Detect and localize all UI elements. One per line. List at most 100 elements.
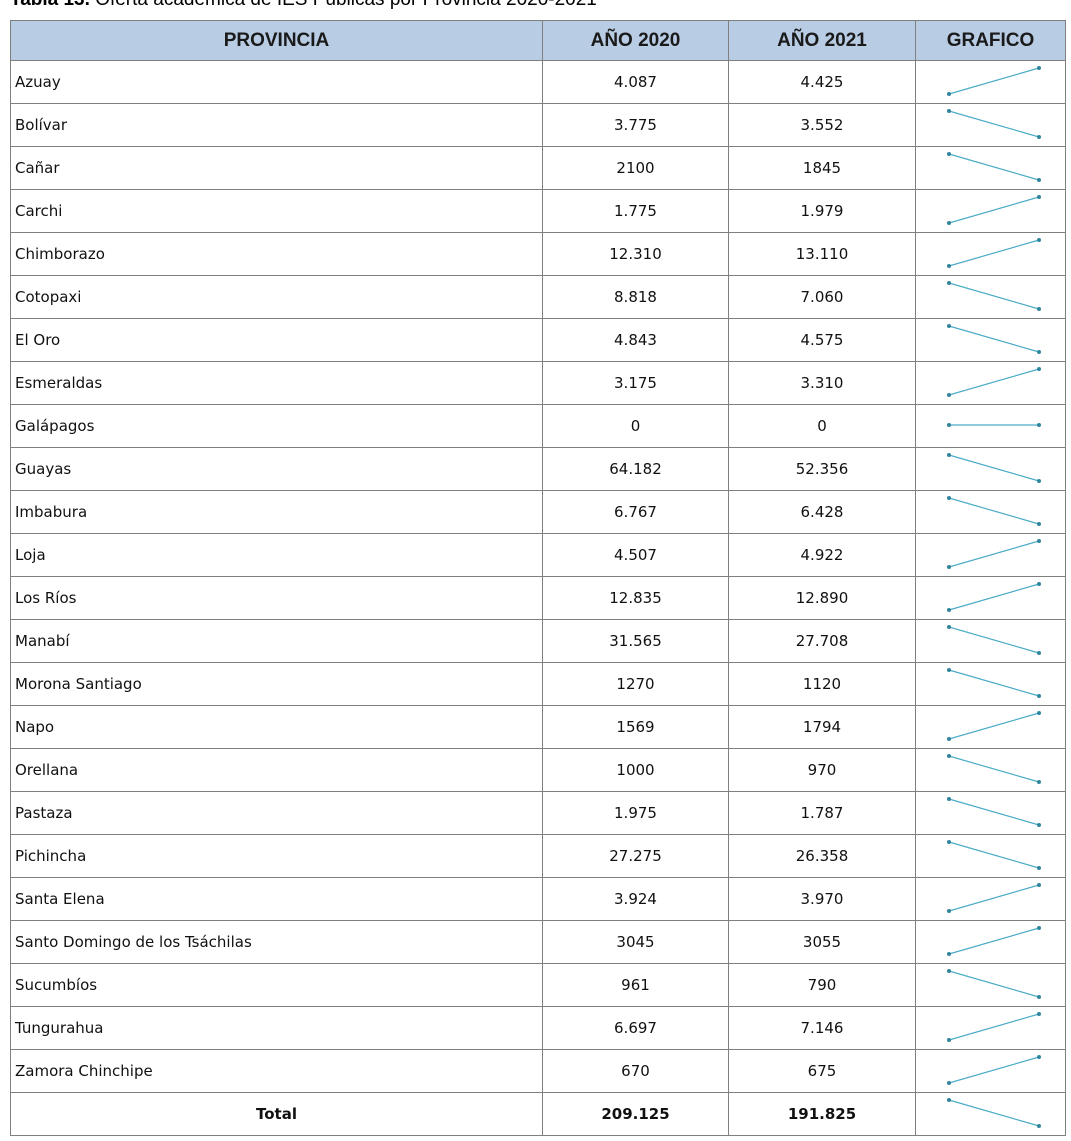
sparkline-line bbox=[948, 110, 1040, 138]
sparkline-line bbox=[948, 282, 1040, 310]
value-cell: 0 bbox=[542, 404, 729, 448]
value-cell: 8.818 bbox=[542, 275, 729, 319]
sparkline-point bbox=[1037, 195, 1041, 199]
sparkline bbox=[947, 840, 1041, 870]
sparkline-line bbox=[948, 67, 1040, 95]
table-row: Sucumbíos 961 790 bbox=[10, 963, 1066, 1007]
sparkline bbox=[947, 423, 1041, 427]
value-cell: 4.843 bbox=[542, 318, 729, 362]
value-cell: 52.356 bbox=[728, 447, 916, 491]
sparkline bbox=[947, 1012, 1041, 1042]
province-cell: Imbabura bbox=[10, 490, 543, 534]
province-cell: Loja bbox=[10, 533, 543, 577]
chart-cell bbox=[915, 103, 1066, 147]
sparkline-line bbox=[948, 454, 1040, 482]
chart-cell bbox=[915, 963, 1066, 1007]
caption-label: Tabla 13. bbox=[10, 0, 90, 10]
province-cell: Zamora Chinchipe bbox=[10, 1049, 543, 1093]
sparkline-line bbox=[948, 540, 1040, 568]
value-cell: 3.775 bbox=[542, 103, 729, 147]
sparkline bbox=[947, 195, 1041, 225]
sparkline-point bbox=[947, 324, 951, 328]
chart-cell bbox=[915, 791, 1066, 835]
value-cell: 12.890 bbox=[728, 576, 916, 620]
value-cell: 1.975 bbox=[542, 791, 729, 835]
sparkline-point bbox=[947, 754, 951, 758]
sparkline bbox=[947, 668, 1041, 698]
value-cell: 1569 bbox=[542, 705, 729, 749]
sparkline bbox=[947, 367, 1041, 397]
province-cell: El Oro bbox=[10, 318, 543, 362]
sparkline-line bbox=[948, 1099, 1040, 1127]
sparkline-point bbox=[1037, 1012, 1041, 1016]
province-cell: Manabí bbox=[10, 619, 543, 663]
province-cell: Pichincha bbox=[10, 834, 543, 878]
sparkline bbox=[947, 453, 1041, 483]
sparkline-line bbox=[948, 368, 1040, 396]
value-cell: 27.708 bbox=[728, 619, 916, 663]
sparkline bbox=[947, 797, 1041, 827]
table-row: Galápagos 0 0 bbox=[10, 404, 1066, 448]
table-row: Esmeraldas 3.175 3.310 bbox=[10, 361, 1066, 405]
sparkline-point bbox=[947, 393, 951, 397]
chart-cell bbox=[915, 189, 1066, 233]
sparkline-point bbox=[947, 1038, 951, 1042]
value-cell: 3.970 bbox=[728, 877, 916, 921]
sparkline bbox=[947, 238, 1041, 268]
sparkline bbox=[947, 1098, 1041, 1128]
sparkline-point bbox=[947, 952, 951, 956]
sparkline-line bbox=[948, 755, 1040, 783]
sparkline-line bbox=[948, 669, 1040, 697]
province-cell: Total bbox=[10, 1092, 543, 1136]
province-cell: Pastaza bbox=[10, 791, 543, 835]
value-cell: 6.428 bbox=[728, 490, 916, 534]
province-cell: Chimborazo bbox=[10, 232, 543, 276]
sparkline-line bbox=[948, 325, 1040, 353]
value-cell: 3.924 bbox=[542, 877, 729, 921]
sparkline-line bbox=[948, 841, 1040, 869]
value-cell: 191.825 bbox=[728, 1092, 916, 1136]
chart-cell bbox=[915, 834, 1066, 878]
sparkline-point bbox=[1037, 178, 1041, 182]
sparkline-point bbox=[1037, 522, 1041, 526]
chart-cell bbox=[915, 662, 1066, 706]
province-cell: Cotopaxi bbox=[10, 275, 543, 319]
sparkline-point bbox=[947, 1098, 951, 1102]
value-cell: 27.275 bbox=[542, 834, 729, 878]
sparkline-line bbox=[948, 497, 1040, 525]
value-cell: 4.507 bbox=[542, 533, 729, 577]
value-cell: 0 bbox=[728, 404, 916, 448]
sparkline-point bbox=[1037, 995, 1041, 999]
sparkline-point bbox=[1037, 423, 1041, 427]
table-row: Los Ríos 12.835 12.890 bbox=[10, 576, 1066, 620]
sparkline-line bbox=[948, 153, 1040, 181]
sparkline-point bbox=[1037, 238, 1041, 242]
chart-cell bbox=[915, 920, 1066, 964]
chart-cell bbox=[915, 404, 1066, 448]
sparkline bbox=[947, 969, 1041, 999]
table-row: Santo Domingo de los Tsáchilas 3045 3055 bbox=[10, 920, 1066, 964]
sparkline-point bbox=[947, 969, 951, 973]
sparkline bbox=[947, 582, 1041, 612]
value-cell: 4.425 bbox=[728, 60, 916, 104]
value-cell: 1.787 bbox=[728, 791, 916, 835]
sparkline-point bbox=[1037, 711, 1041, 715]
chart-cell bbox=[915, 576, 1066, 620]
sparkline-point bbox=[1037, 479, 1041, 483]
sparkline-line bbox=[948, 927, 1040, 955]
table-row: Zamora Chinchipe 670 675 bbox=[10, 1049, 1066, 1093]
sparkline bbox=[947, 883, 1041, 913]
sparkline bbox=[947, 109, 1041, 139]
sparkline-point bbox=[1037, 780, 1041, 784]
chart-cell bbox=[915, 533, 1066, 577]
sparkline-line bbox=[948, 1056, 1040, 1084]
table-row: Imbabura 6.767 6.428 bbox=[10, 490, 1066, 534]
sparkline bbox=[947, 754, 1041, 784]
chart-cell bbox=[915, 361, 1066, 405]
sparkline-point bbox=[947, 496, 951, 500]
table-row: Cotopaxi 8.818 7.060 bbox=[10, 275, 1066, 319]
sparkline-point bbox=[947, 92, 951, 96]
table-row: Guayas 64.182 52.356 bbox=[10, 447, 1066, 491]
caption-text: Oferta académica de IES Públicas por Pro… bbox=[95, 0, 597, 10]
sparkline-point bbox=[1037, 866, 1041, 870]
